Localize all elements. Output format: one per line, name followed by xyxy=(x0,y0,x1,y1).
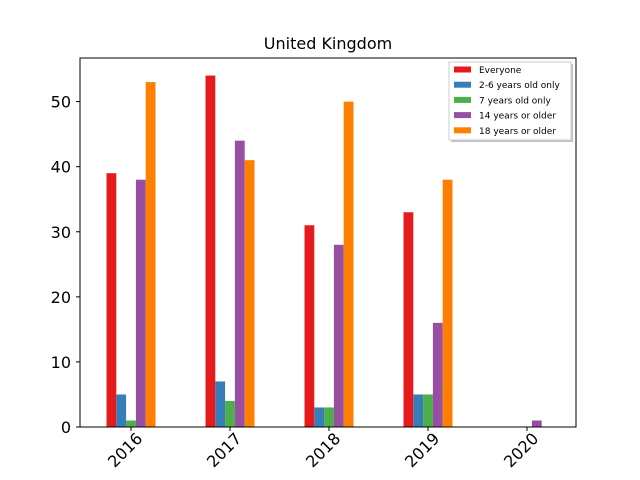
bar-2016-series-2 xyxy=(126,420,136,427)
x-tick-label: 2018 xyxy=(302,429,344,471)
bar-2018-series-2 xyxy=(324,407,334,427)
bar-2016-series-1 xyxy=(116,394,127,427)
legend-swatch xyxy=(454,127,471,134)
plot-frame xyxy=(79,57,577,428)
y-tick-label: 50 xyxy=(51,93,71,112)
y-tick-label: 0 xyxy=(61,418,71,437)
legend-swatch xyxy=(454,96,471,103)
x-tick-label: 2016 xyxy=(104,429,146,471)
bar-2019-series-4 xyxy=(442,179,453,427)
y-tick-label: 30 xyxy=(51,223,71,242)
x-tick-label: 2017 xyxy=(203,429,245,471)
legend-label: 7 years old only xyxy=(479,96,552,106)
legend-swatch xyxy=(454,66,471,73)
legend: Everyone 2-6 years old only 7 years old on… xyxy=(448,61,573,142)
legend-label: 18 years or older xyxy=(479,127,556,137)
bar-2016-series-0 xyxy=(106,173,117,427)
bar-2017-series-4 xyxy=(244,160,255,427)
bar-2019-series-1 xyxy=(413,394,424,427)
x-tick-label: 2019 xyxy=(401,429,443,471)
bar-2019-series-0 xyxy=(403,212,414,427)
bar-2017-series-2 xyxy=(225,400,235,427)
legend-swatch xyxy=(454,112,471,119)
legend-label: 2-6 years old only xyxy=(479,81,560,91)
bar-2018-series-1 xyxy=(314,407,325,427)
bar-2018-series-3 xyxy=(333,244,344,427)
bar-2019-series-3 xyxy=(432,322,443,427)
legend-label: 14 years or older xyxy=(479,112,556,122)
bar-2016-series-3 xyxy=(135,179,146,427)
bar-2018-series-4 xyxy=(343,101,354,427)
bar-2016-series-4 xyxy=(145,82,156,427)
bar-2017-series-3 xyxy=(234,140,245,427)
bar-2019-series-2 xyxy=(423,394,433,427)
bars-layer xyxy=(106,75,542,428)
legend-swatch xyxy=(454,81,471,88)
y-tick-label: 40 xyxy=(51,158,71,177)
chart-title: United Kingdom xyxy=(264,34,392,53)
bar-2017-series-0 xyxy=(205,75,216,428)
y-tick-label: 10 xyxy=(51,353,71,372)
bar-2018-series-0 xyxy=(304,225,315,427)
x-tick-label: 2020 xyxy=(500,429,542,471)
bar-2017-series-1 xyxy=(215,381,226,427)
bar-2020-series-3 xyxy=(531,420,542,427)
y-tick-label: 20 xyxy=(51,288,71,307)
legend-label: Everyone xyxy=(479,66,522,76)
